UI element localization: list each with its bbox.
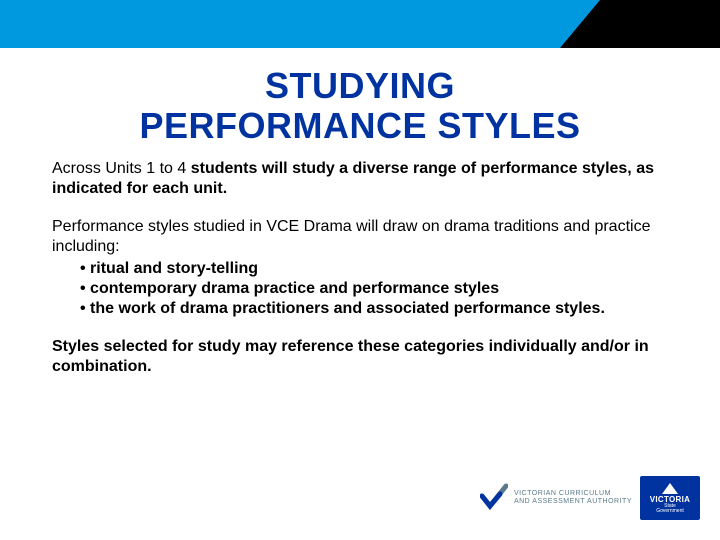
bullet-list: ritual and story-telling contemporary dr… <box>80 259 668 319</box>
header-blue-strip <box>0 0 560 48</box>
lead-paragraph: Performance styles studied in VCE Drama … <box>52 217 668 257</box>
victoria-badge: VICTORIA State Government <box>640 476 700 520</box>
title-line-2: PERFORMANCE STYLES <box>139 105 580 146</box>
vcaa-logo: VICTORIAN CURRICULUM AND ASSESSMENT AUTH… <box>480 482 632 514</box>
intro-plain: Across Units 1 to 4 <box>52 160 191 177</box>
body-content: Across Units 1 to 4 students will study … <box>52 159 668 377</box>
victoria-sub: State Government <box>656 504 684 514</box>
vic-small-2: Government <box>656 508 684 514</box>
header-bar <box>0 0 720 48</box>
vcaa-check-icon <box>480 482 508 514</box>
vcaa-line1: VICTORIAN CURRICULUM <box>514 490 632 498</box>
page-title: STUDYING PERFORMANCE STYLES <box>40 66 680 145</box>
vcaa-line2: AND ASSESSMENT AUTHORITY <box>514 498 632 506</box>
footer-logos: VICTORIAN CURRICULUM AND ASSESSMENT AUTH… <box>480 476 700 520</box>
vcaa-text: VICTORIAN CURRICULUM AND ASSESSMENT AUTH… <box>514 490 632 505</box>
list-item: the work of drama practitioners and asso… <box>80 299 668 319</box>
list-item: contemporary drama practice and performa… <box>80 279 668 299</box>
intro-paragraph: Across Units 1 to 4 students will study … <box>52 159 668 199</box>
list-item: ritual and story-telling <box>80 259 668 279</box>
victoria-triangle-icon <box>661 483 679 495</box>
header-notch <box>560 0 600 48</box>
closing-paragraph: Styles selected for study may reference … <box>52 337 668 377</box>
title-line-1: STUDYING <box>265 65 455 106</box>
